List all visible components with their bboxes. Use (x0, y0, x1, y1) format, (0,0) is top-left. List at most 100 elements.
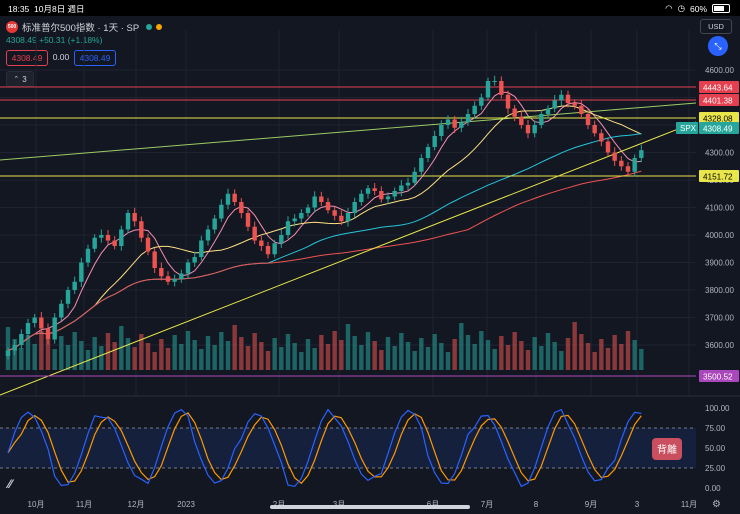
candle-body (545, 108, 551, 114)
volume-bar (59, 336, 64, 370)
volume-bar (592, 352, 597, 370)
sell-price-box[interactable]: 4308.49 (6, 50, 48, 66)
candle-body (565, 94, 571, 103)
candle-body (592, 125, 597, 134)
volume-bar (192, 340, 197, 370)
candle-body (305, 207, 311, 213)
volume-bar (612, 335, 617, 370)
gear-icon[interactable]: ⚙ (712, 499, 721, 510)
volume-bar (285, 334, 291, 370)
candle-body (459, 122, 464, 128)
candle-body (379, 191, 384, 200)
candle-body (272, 243, 277, 255)
volume-bar (205, 336, 211, 370)
symbol-header[interactable]: 500 标准普尔500指数 · 1天 · SP (6, 20, 163, 34)
volume-bar (552, 342, 557, 370)
arrows-in-icon: ⤡ (714, 40, 722, 51)
volume-bar (339, 340, 344, 370)
volume-bar (525, 350, 531, 370)
candle-body (299, 213, 304, 219)
currency-selector[interactable]: USD (700, 19, 732, 34)
price-tick-label: 4200.00 (705, 176, 734, 185)
candle-body (505, 94, 511, 109)
volume-bar (619, 344, 624, 370)
candle-body (579, 105, 584, 114)
volume-bar (532, 337, 537, 370)
volume-bar (292, 343, 297, 370)
candle-body (385, 196, 391, 200)
volume-bar (499, 336, 504, 370)
volume-bar (419, 338, 424, 370)
price-label-box (699, 112, 739, 124)
candle-body (559, 94, 564, 101)
time-tick-label: 10月 (28, 500, 45, 509)
candle-body (79, 262, 84, 282)
candle-body (279, 235, 284, 244)
candle-body (125, 213, 131, 230)
candle-body (19, 334, 24, 345)
candle-body (205, 229, 211, 241)
candle-body (59, 303, 64, 318)
volume-bar (565, 338, 571, 370)
stochastic-k-line (7, 408, 642, 488)
volume-bar (152, 352, 157, 370)
candle-body (472, 105, 477, 114)
candle-body (45, 328, 51, 340)
candle-body (352, 202, 357, 213)
candle-body (612, 152, 617, 161)
symbol-title[interactable]: 标准普尔500指数 · 1天 · SP (22, 23, 140, 34)
volume-bar (325, 344, 331, 370)
volume-bar (572, 322, 577, 370)
price-label-box (699, 170, 739, 182)
volume-bar (45, 340, 51, 370)
volume-bar (72, 332, 77, 370)
candle-body (552, 100, 557, 109)
candle-body (139, 221, 144, 238)
volume-bar (259, 342, 264, 370)
volume-bar (5, 327, 11, 370)
volume-bar (112, 342, 117, 370)
quote-line: 4308.49 +50.31 (+1.18%) (6, 35, 102, 45)
price-label-box (699, 122, 739, 134)
price-tick-label: 4300.00 (705, 149, 734, 158)
candle-body (425, 147, 431, 158)
candle-body (359, 193, 364, 202)
volume-bar (265, 351, 271, 370)
volume-bar (425, 347, 431, 370)
volume-bar (305, 339, 311, 370)
volume-bar (145, 343, 151, 370)
price-label: 4401.38 (703, 97, 733, 106)
volume-bar (219, 332, 224, 370)
volume-bar (345, 324, 351, 370)
volume-bar (505, 345, 511, 370)
spx-tag-box (676, 122, 698, 134)
candle-body (252, 226, 257, 241)
volume-bar (132, 347, 137, 370)
volume-bar (545, 333, 551, 370)
volume-bar (445, 352, 451, 370)
candle-body (219, 204, 224, 219)
volume-bar (585, 343, 591, 370)
indicators-toggle-button[interactable]: ⌃ 3 (6, 71, 34, 87)
fullscreen-button[interactable]: ⤡ (708, 36, 728, 56)
volume-bar (232, 325, 237, 370)
price-tick-label: 3800.00 (705, 286, 734, 295)
ma-line-ma100 (7, 133, 642, 351)
candle-body (185, 262, 191, 274)
time-tick-label: 12月 (128, 500, 145, 509)
buy-price: 4308.49 (79, 53, 111, 63)
volume-bar (559, 351, 564, 370)
oscillator-tick-label: 0.00 (705, 484, 721, 493)
oscillator-tick-label: 25.00 (705, 464, 726, 473)
candle-body (212, 218, 217, 230)
volume-bar (159, 339, 164, 370)
volume-bar (65, 345, 71, 370)
volume-bar (85, 350, 91, 370)
candle-body (619, 160, 624, 167)
volume-bar (519, 341, 524, 370)
buy-price-box[interactable]: 4308.49 (74, 50, 116, 66)
status-date: 10月8日 週日 (34, 4, 85, 14)
price-tick-label: 4000.00 (705, 231, 734, 240)
candle-body (232, 193, 237, 202)
